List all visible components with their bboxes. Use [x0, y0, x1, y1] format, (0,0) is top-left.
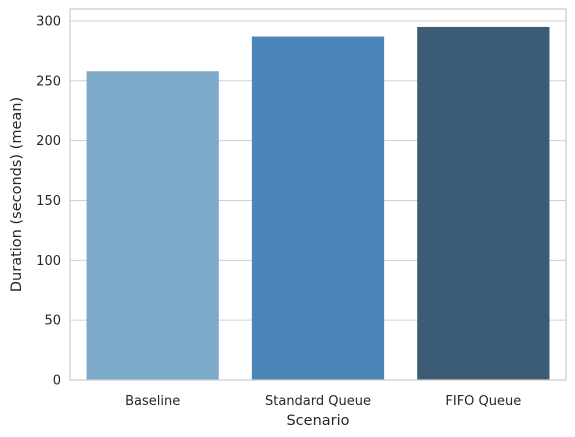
x-tick-label: Baseline: [125, 394, 180, 409]
y-tick-label: 200: [36, 134, 61, 149]
y-tick-label: 0: [53, 374, 61, 389]
bar-fifo-queue: [417, 26, 550, 381]
x-tick-labels: Baseline Standard Queue FIFO Queue: [125, 394, 521, 409]
y-tick-label: 150: [36, 194, 61, 209]
x-tick-label: FIFO Queue: [445, 394, 521, 409]
bars: [86, 26, 550, 381]
x-axis-label: Scenario: [286, 413, 349, 429]
y-axis-label: Duration (seconds) (mean): [9, 97, 25, 292]
y-tick-label: 300: [36, 14, 61, 29]
x-tick-label: Standard Queue: [265, 394, 371, 409]
y-tick-labels: 0 50 100 150 200 250 300: [36, 14, 61, 388]
bar-baseline: [86, 71, 219, 380]
plot-frame: [69, 8, 567, 381]
y-tick-label: 250: [36, 74, 61, 89]
y-tick-label: 100: [36, 254, 61, 269]
y-tick-label: 50: [44, 314, 61, 329]
bar-standard-queue: [251, 36, 385, 380]
